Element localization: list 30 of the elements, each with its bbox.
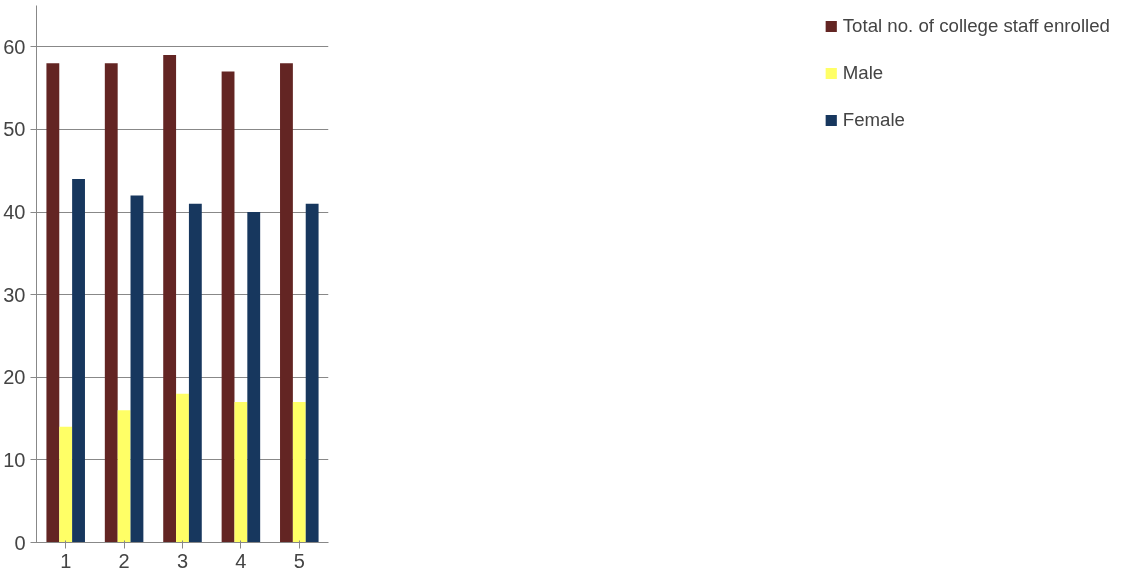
- x-tick-label: 4: [235, 549, 247, 572]
- x-tick-label: 3: [176, 549, 189, 572]
- bar: [163, 55, 177, 543]
- bar: [221, 71, 235, 543]
- bar: [46, 63, 60, 543]
- y-tick-label: 20: [3, 366, 26, 389]
- legend-label: Total no. of college staff enrolled: [842, 15, 1110, 37]
- y-tick-label: 60: [3, 35, 26, 58]
- y-tick-label: 0: [14, 531, 26, 554]
- bar: [130, 195, 144, 543]
- y-tick-label: 10: [3, 448, 26, 471]
- bar: [305, 203, 319, 543]
- bar: [104, 63, 118, 543]
- x-tick-label: 1: [60, 549, 72, 572]
- y-tick-label: 40: [3, 201, 26, 224]
- x-tick-label: 5: [293, 549, 305, 572]
- bar: [188, 203, 202, 543]
- bar: [72, 178, 85, 543]
- bar: [117, 410, 131, 543]
- x-tick-label: 2: [118, 549, 130, 572]
- y-tick-label: 30: [3, 283, 26, 306]
- bar: [176, 393, 189, 543]
- bar: [247, 212, 261, 543]
- bar: [234, 402, 248, 543]
- legend-label: Female: [842, 109, 905, 131]
- bar: [280, 63, 293, 543]
- bar: [59, 426, 73, 543]
- bar: [292, 402, 306, 543]
- y-tick-label: 50: [3, 118, 26, 141]
- legend-label: Male: [842, 62, 884, 84]
